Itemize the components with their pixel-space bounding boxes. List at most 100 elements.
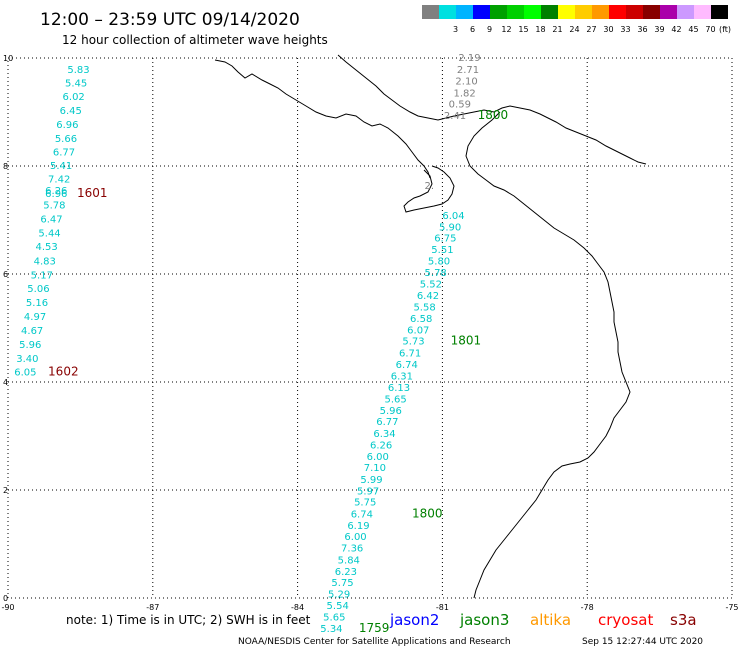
wave-height-value: 5.99: [360, 475, 382, 486]
lat-tick-label: 6: [3, 270, 8, 279]
legend-swatch: [456, 5, 473, 19]
legend-swatch: [677, 5, 694, 19]
legend-label: 42: [671, 25, 681, 34]
wave-height-value: 6.74: [351, 510, 373, 521]
lat-tick-label: 10: [3, 54, 13, 63]
wave-height-value: 5.97: [357, 486, 379, 497]
wave-height-value: 5.75: [354, 498, 376, 509]
wave-height-value: 7.10: [364, 463, 386, 474]
legend-label: 24: [569, 25, 579, 34]
wave-height-value: 5.75: [331, 578, 353, 589]
legend-swatch: [643, 5, 660, 19]
wave-height-value: 4.83: [34, 256, 56, 267]
lon-tick-label: -78: [581, 603, 594, 612]
wave-height-value: 6.19: [347, 521, 369, 532]
wave-height-value: 2.10: [455, 76, 477, 87]
wave-height-value: 5.84: [338, 555, 360, 566]
coastline-colombia: [465, 111, 631, 599]
wave-height-value: 5.41: [50, 161, 72, 172]
wave-height-value: 2.: [425, 181, 435, 192]
wave-height-value: 6.13: [388, 383, 410, 394]
footer-note: note: 1) Time is in UTC; 2) SWH is in fe…: [66, 613, 311, 627]
color-legend: 3 6 9 12 15 18 21 24 27 30 33 36 39 42 45 70: [422, 5, 728, 34]
wave-height-value: 5.58: [413, 303, 435, 314]
wave-height-value: 6.96: [56, 120, 78, 131]
legend-swatch: [609, 5, 626, 19]
pass-time-label: 1602: [48, 365, 79, 379]
legend-swatch: [660, 5, 677, 19]
legend-swatch: [558, 5, 575, 19]
wave-height-value: 6.31: [391, 371, 413, 382]
wave-height-value: 5.29: [328, 589, 350, 600]
legend-label: 9: [487, 25, 492, 34]
wave-height-value: 5.51: [431, 245, 453, 256]
wave-height-value: 6.05: [14, 368, 36, 379]
lon-tick-label: -84: [291, 603, 304, 612]
wave-height-value: 5.65: [384, 395, 406, 406]
satellite-jason2: jason2: [389, 611, 439, 629]
legend-label: 12: [501, 25, 511, 34]
legend-swatch: [422, 5, 439, 19]
footer-timestamp: Sep 15 12:27:44 UTC 2020: [582, 637, 703, 647]
wave-height-value: 2.41: [444, 111, 466, 122]
wave-height-value: 6.23: [335, 567, 357, 578]
satellite-legend: jason2 jason3 altika cryosat s3a: [389, 611, 697, 629]
wave-height-value: 6.74: [396, 360, 418, 371]
wave-height-value: 5.80: [428, 256, 450, 267]
wave-height-value: 5.78: [43, 201, 65, 212]
pass-time-label: 1800: [478, 108, 509, 122]
wave-height-value: 5.65: [323, 613, 345, 624]
legend-swatch: [490, 5, 507, 19]
legend-swatch: [694, 5, 711, 19]
wave-height-value: 6.58: [410, 314, 432, 325]
lat-tick-label: 8: [3, 162, 8, 171]
wave-height-value: 6.71: [399, 349, 421, 360]
wave-height-value: 3.40: [16, 354, 38, 365]
wave-height-value: 1.82: [454, 88, 476, 99]
legend-label: 18: [535, 25, 545, 34]
wave-height-value: 7.36: [341, 544, 363, 555]
satellite-cryosat: cryosat: [598, 611, 653, 629]
legend-label: 36: [637, 25, 647, 34]
wave-height-value: 6.77: [53, 148, 75, 159]
legend-swatch: [524, 5, 541, 19]
pass-time-label: 1801: [451, 334, 482, 348]
footer-credit: NOAA/NESDIS Center for Satellite Applica…: [238, 637, 511, 647]
wave-height-value: 4.53: [36, 242, 58, 253]
wave-height-value: 6.96: [45, 189, 67, 200]
wave-height-value: 5.90: [439, 222, 461, 233]
lat-tick-label: 4: [3, 378, 8, 387]
pass-time-label: 1601: [77, 186, 108, 200]
wave-height-value: 2.71: [457, 65, 479, 76]
wave-height-value: 6.47: [40, 215, 62, 226]
wave-height-value: 6.34: [373, 429, 395, 440]
lat-lon-grid: [7, 57, 733, 599]
wave-height-value: 5.17: [31, 270, 53, 281]
wave-height-value: 5.34: [320, 624, 342, 635]
legend-unit: (ft): [719, 25, 731, 34]
wave-height-value: 6.26: [370, 440, 392, 451]
wave-height-value: 5.52: [420, 280, 442, 291]
lon-tick-label: -75: [725, 603, 738, 612]
wave-height-value: 4.67: [21, 326, 43, 337]
wave-height-value: 6.02: [63, 92, 85, 103]
legend-label: 3: [453, 25, 458, 34]
legend-label: 15: [518, 25, 528, 34]
wave-height-value: 4.97: [24, 312, 46, 323]
lat-tick-label: 2: [3, 486, 8, 495]
wave-height-value: 5.96: [19, 340, 41, 351]
wave-height-value: 7.42: [48, 175, 70, 186]
wave-height-value: 6.75: [434, 234, 456, 245]
legend-label: 39: [654, 25, 664, 34]
wave-height-value: 6.04: [442, 211, 464, 222]
plot-area: 5.835.456.026.456.965.666.775.417.426.26…: [1, 53, 738, 635]
lon-tick-label: -87: [146, 603, 159, 612]
wave-height-value: 6.42: [417, 291, 439, 302]
wave-height-value: 5.54: [327, 601, 349, 612]
coastline-panama: [337, 54, 647, 165]
wave-height-value: 6.26: [45, 186, 67, 197]
legend-swatch: [507, 5, 524, 19]
legend-label: 45: [688, 25, 698, 34]
wave-height-value: 6.45: [60, 106, 82, 117]
